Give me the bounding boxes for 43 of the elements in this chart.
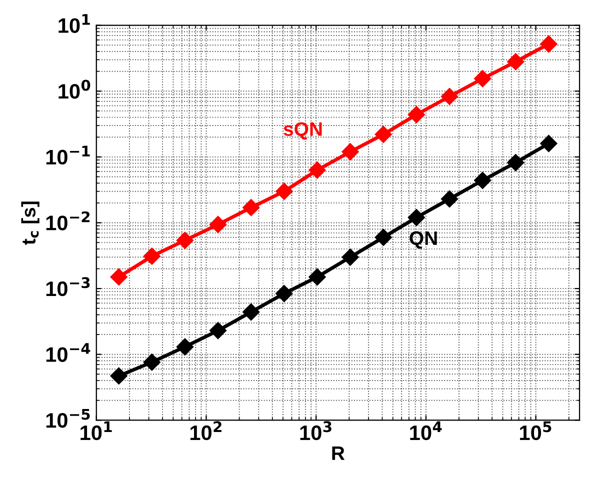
point	[440, 190, 458, 208]
point	[143, 248, 160, 265]
point	[507, 154, 524, 172]
series-label: sQN	[284, 122, 322, 140]
point	[474, 70, 492, 88]
x-tick-label: 10$^{1}$	[80, 421, 112, 440]
point	[276, 182, 293, 200]
point	[342, 143, 359, 160]
point	[110, 268, 128, 286]
point	[143, 354, 160, 371]
point	[209, 322, 227, 340]
x-tick-label: 10$^{3}$	[300, 421, 332, 440]
y-tick-label: 10$^{1}$	[58, 14, 90, 33]
point	[242, 199, 260, 216]
y-tick-label: 10$^{−2}$	[46, 211, 90, 230]
point	[540, 134, 558, 152]
x-tick-label: 10$^{5}$	[520, 421, 552, 440]
y-tick-label: 10$^{−3}$	[46, 277, 90, 296]
point	[474, 172, 492, 189]
point	[374, 228, 392, 246]
point	[440, 88, 458, 106]
point	[209, 216, 227, 234]
point	[308, 162, 326, 179]
x-tick-label: 10$^{4}$	[410, 421, 442, 440]
point	[276, 284, 293, 302]
point	[176, 338, 194, 356]
point	[242, 303, 260, 321]
point	[308, 268, 326, 286]
point	[507, 53, 524, 70]
x-axis-title: R	[332, 446, 345, 460]
point	[110, 367, 128, 384]
y-axis-title: t$_{c}$ [s]	[21, 202, 40, 245]
y-tick-label: 10$^{−1}$	[46, 146, 90, 165]
point	[408, 208, 425, 226]
x-tick-label: 10$^{2}$	[190, 421, 222, 440]
y-tick-label: 10$^{0}$	[58, 80, 90, 99]
point	[176, 232, 194, 249]
y-tick-label: 10$^{−4}$	[46, 343, 90, 362]
series-label: QN	[410, 231, 437, 249]
point	[408, 106, 425, 124]
point	[374, 126, 392, 143]
point	[342, 248, 359, 266]
point	[540, 35, 558, 53]
